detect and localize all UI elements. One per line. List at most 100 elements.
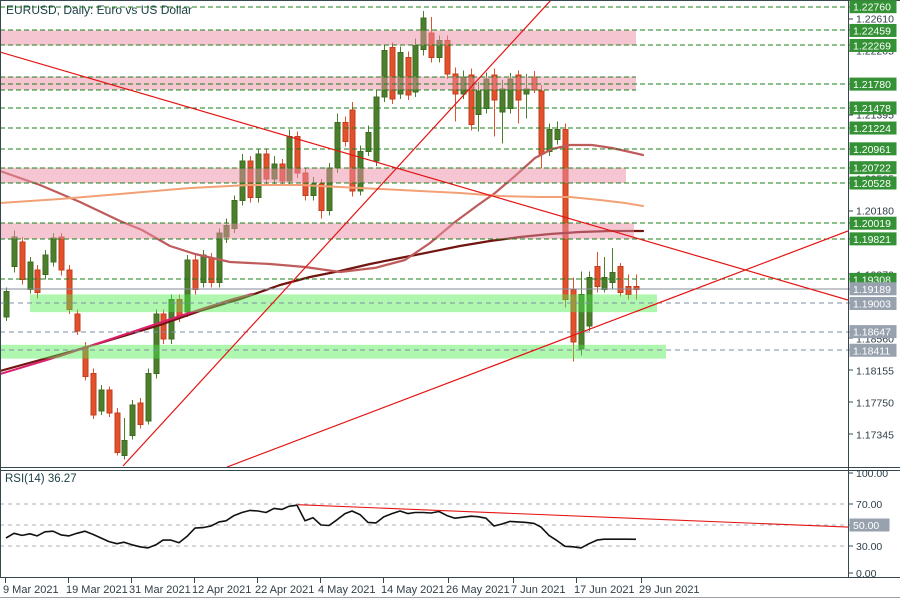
candle-down — [192, 259, 199, 290]
candle-down — [90, 372, 97, 416]
resistance-zone[interactable] — [0, 76, 636, 90]
candle-down — [160, 313, 167, 340]
price-level-badge — [849, 23, 897, 37]
price-level-badge — [849, 343, 897, 357]
price-tick-label: 1.20180 — [856, 206, 894, 218]
price-tick-label: 1.18155 — [856, 365, 894, 377]
price-level-badge — [849, 216, 897, 230]
candle-up — [578, 293, 585, 350]
resistance-zone[interactable] — [0, 167, 626, 184]
rsi-tick-label: 30.00 — [856, 541, 882, 553]
rsi-tick-label: 0.00 — [856, 568, 877, 580]
price-level-badge — [849, 232, 897, 246]
ma-salmon — [0, 184, 644, 207]
trendline-descending-resistance[interactable] — [0, 51, 848, 301]
candle-up — [381, 50, 388, 98]
candle-down — [625, 285, 632, 295]
candle-down — [58, 236, 65, 271]
candle-up — [365, 131, 372, 152]
price-level-badge — [849, 38, 897, 52]
candle-down — [19, 241, 26, 281]
candle-up — [586, 277, 593, 327]
resistance-zone[interactable] — [0, 30, 636, 46]
price-level-badge-text: 1.22760 — [853, 2, 891, 14]
date-tick-label: 17 Jun 2021 — [574, 584, 635, 596]
price-level-badge-text: 1.20722 — [853, 163, 891, 175]
price-level-badge-text: 1.20961 — [853, 144, 891, 156]
candle-down — [562, 129, 569, 300]
price-level-badge-text: 1.21780 — [853, 79, 891, 91]
date-tick-label: 26 May 2021 — [446, 584, 510, 596]
price-level-badge — [849, 142, 897, 156]
support-zone[interactable] — [0, 344, 666, 359]
date-tick-label: 29 Jun 2021 — [639, 584, 700, 596]
rsi-trendline[interactable] — [297, 504, 848, 528]
price-level-badge — [849, 325, 897, 339]
price-axis[interactable]: 1.226101.222051.213951.205851.201801.193… — [848, 0, 897, 580]
price-level-badge-text: 1.21478 — [853, 103, 891, 115]
price-tick-label: 1.22610 — [856, 14, 894, 26]
rsi-level-badge-text: 50.00 — [853, 520, 879, 532]
date-tick-label: 7 Jun 2021 — [511, 584, 565, 596]
price-level-badge — [849, 296, 897, 310]
candle-up — [546, 129, 553, 152]
candle-down — [538, 90, 545, 155]
price-level-badge-text: 1.19821 — [853, 234, 891, 246]
rsi-tick-label: 100.00 — [856, 468, 888, 480]
candle-up — [184, 259, 191, 313]
candle-up — [200, 254, 207, 284]
date-tick-label: 19 Mar 2021 — [66, 584, 128, 596]
price-level-badge — [849, 121, 897, 135]
candle-up — [50, 237, 57, 263]
candle-down — [594, 266, 601, 287]
price-level-badge — [849, 0, 897, 14]
rsi-tick-label: 70.00 — [856, 499, 882, 511]
candle-down — [617, 266, 624, 293]
candle-up — [3, 290, 10, 318]
price-level-badge-text: 1.22269 — [853, 40, 891, 52]
price-tick-label: 1.17750 — [856, 397, 894, 409]
date-tick-label: 31 Mar 2021 — [129, 584, 191, 596]
chart-title: EURUSD, Daily: Euro vs US Dollar — [6, 3, 193, 17]
candle-up — [98, 389, 105, 412]
date-tick-label: 14 May 2021 — [381, 584, 445, 596]
candle-down — [294, 135, 301, 174]
price-level-badge-text: 1.18647 — [853, 327, 891, 339]
main-pane — [0, 0, 848, 467]
price-level-badge-text: 1.22459 — [853, 25, 891, 37]
price-level-badge-text: 1.19189 — [853, 284, 891, 296]
candle-up — [609, 272, 616, 284]
candle-down — [444, 40, 451, 75]
time-axis[interactable]: 9 Mar 2021 19 Mar 2021 31 Mar 2021 12 Apr 2… — [3, 578, 700, 596]
candle-down — [405, 56, 412, 96]
price-level-badge — [849, 282, 897, 296]
price-level-badge — [849, 77, 897, 91]
candle-up — [334, 122, 341, 169]
resistance-zone[interactable] — [0, 223, 634, 239]
price-level-badge-text: 1.21224 — [853, 123, 891, 135]
date-tick-label: 4 May 2021 — [318, 584, 375, 596]
price-tick-label: 1.17345 — [856, 429, 894, 441]
candle-up — [310, 183, 317, 197]
candle-up — [397, 52, 404, 95]
trendline-steep-ascending-support[interactable] — [122, 0, 552, 467]
rsi-indicator-label: RSI(14) 36.27 — [5, 473, 77, 485]
candle-down — [318, 183, 325, 212]
price-level-badge-text: 1.20019 — [853, 218, 891, 230]
candle-up — [121, 440, 128, 456]
ma-magenta — [0, 293, 253, 375]
price-level-badge — [849, 176, 897, 190]
candle-up — [129, 404, 136, 437]
candle-down — [342, 122, 349, 142]
candle-down — [468, 74, 475, 126]
candle-up — [475, 90, 482, 116]
candle-up — [554, 129, 561, 140]
candle-up — [373, 96, 380, 162]
candle-up — [145, 372, 152, 422]
price-level-badge-text: 1.20528 — [853, 178, 891, 190]
trendline-ascending-support[interactable] — [226, 230, 848, 467]
rsi-level-badge — [849, 518, 890, 532]
candle-down — [114, 412, 121, 453]
